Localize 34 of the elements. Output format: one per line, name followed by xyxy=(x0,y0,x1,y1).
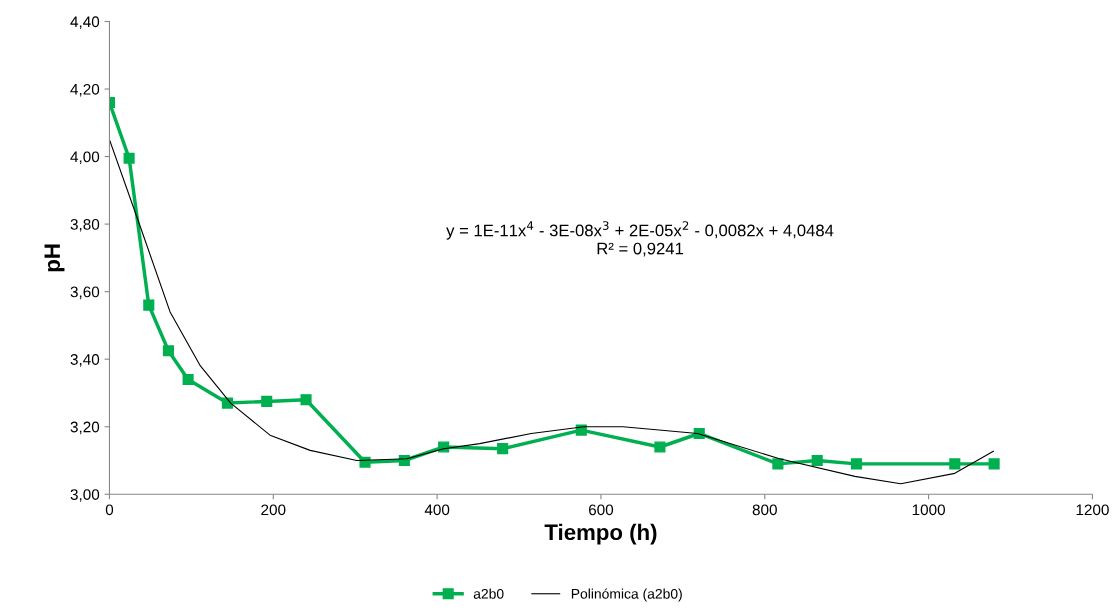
point xyxy=(949,458,961,470)
point xyxy=(772,458,784,470)
y-tick-label: 4,40 xyxy=(70,16,100,29)
y-tick-label: 3,40 xyxy=(70,354,100,367)
x-tick-label: 0 xyxy=(105,504,114,516)
point xyxy=(123,152,135,164)
point xyxy=(162,345,174,357)
y-tick-label: 4,20 xyxy=(70,83,100,97)
x-tick-label: 1000 xyxy=(912,504,945,516)
x-tick-label: 1200 xyxy=(1076,504,1109,516)
y-tick-label: 3,60 xyxy=(70,286,100,300)
annotation: y = 1E-11x$^{4}$ - 3E-08x$^{3}$ + 2E-05x$^{2}$ - 0,0082x + 4,0484 R² = 0,9241 xyxy=(446,221,834,257)
y-tick-label: 3,20 xyxy=(70,421,100,435)
line-series xyxy=(109,139,994,485)
point xyxy=(300,394,312,406)
point xyxy=(654,441,666,453)
legend-label: Polinómica (a2b0) xyxy=(571,588,682,602)
legend-label: a2b0 xyxy=(473,588,504,599)
point xyxy=(143,299,155,311)
y-tick-label: 4,00 xyxy=(70,151,100,165)
x-axis-title: Tiempo (h) xyxy=(544,523,657,545)
x-tick-label: 200 xyxy=(261,504,286,516)
point xyxy=(182,373,194,386)
point xyxy=(497,443,509,455)
point xyxy=(988,458,1000,470)
point xyxy=(811,454,823,467)
y-tick-label: 3,80 xyxy=(70,218,100,232)
x-tick-label: 600 xyxy=(588,504,614,516)
x-tick-label: 400 xyxy=(424,504,450,516)
y-axis-title: pH xyxy=(44,244,65,272)
x-tick-label: 800 xyxy=(752,504,777,516)
point xyxy=(850,458,863,470)
y-tick-label: 3,00 xyxy=(70,489,100,502)
point xyxy=(261,395,273,407)
